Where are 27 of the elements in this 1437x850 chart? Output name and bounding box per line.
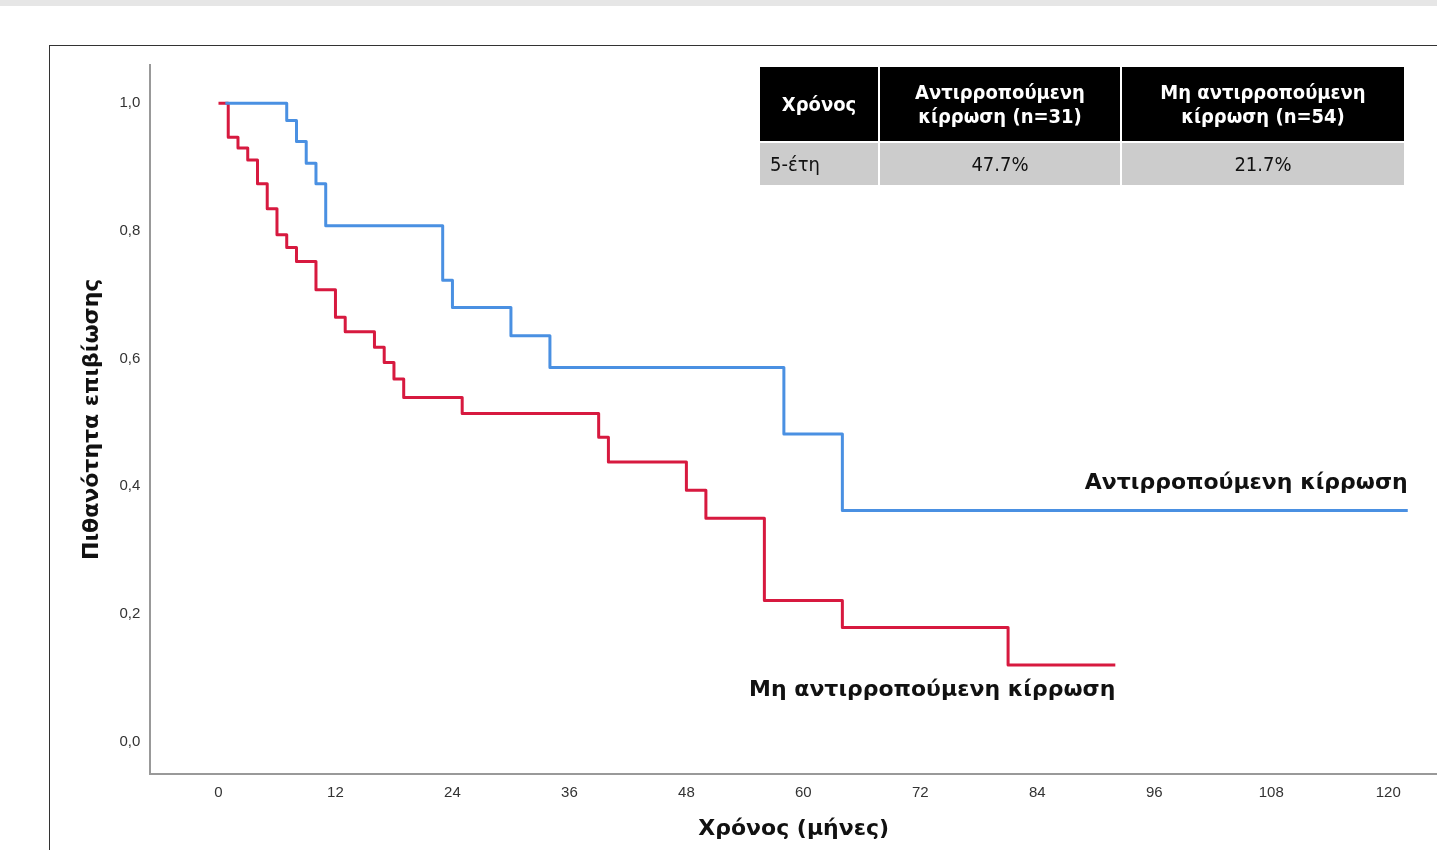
annotation: Μη αντιρροπούμενη κίρρωση (n=54) — [1121, 66, 1405, 142]
x-tick-label: 48 — [678, 782, 695, 800]
x-tick-label: 120 — [1375, 782, 1401, 800]
y-tick-label: 0,2 — [119, 604, 141, 622]
y-axis-title: Πιθανότητα επιβίωσης — [77, 278, 103, 560]
y-tick-label: 0,6 — [119, 348, 141, 366]
y-tick-label: 0,0 — [119, 731, 141, 749]
annotation: Χρόνος — [759, 66, 879, 142]
series-label: Μη αντιρροπούμενη κίρρωση — [749, 675, 1116, 701]
x-tick-label: 12 — [327, 782, 344, 800]
x-axis-title: Χρόνος (μήνες) — [698, 814, 890, 840]
y-tick-label: 0,8 — [119, 221, 141, 239]
x-tick-label: 108 — [1258, 782, 1284, 800]
x-tick-label: 0 — [214, 782, 223, 800]
annotation: 5-έτη — [759, 142, 879, 186]
x-tick-label: 96 — [1145, 782, 1163, 800]
annotation: Αντιρροπούμενη κίρρωση (n=31) — [879, 66, 1121, 142]
x-tick-label: 24 — [444, 782, 461, 800]
series-label: Αντιρροπούμενη κίρρωση — [1084, 469, 1408, 495]
y-tick-label: 1,0 — [119, 93, 141, 111]
annotation: 21.7% — [1121, 142, 1405, 186]
x-tick-label: 60 — [795, 782, 812, 800]
x-tick-label: 84 — [1028, 782, 1046, 800]
x-tick-label: 36 — [561, 782, 578, 800]
annotation: 47.7% — [879, 142, 1121, 186]
y-tick-label: 0,4 — [119, 476, 141, 494]
x-tick-label: 72 — [912, 782, 929, 800]
